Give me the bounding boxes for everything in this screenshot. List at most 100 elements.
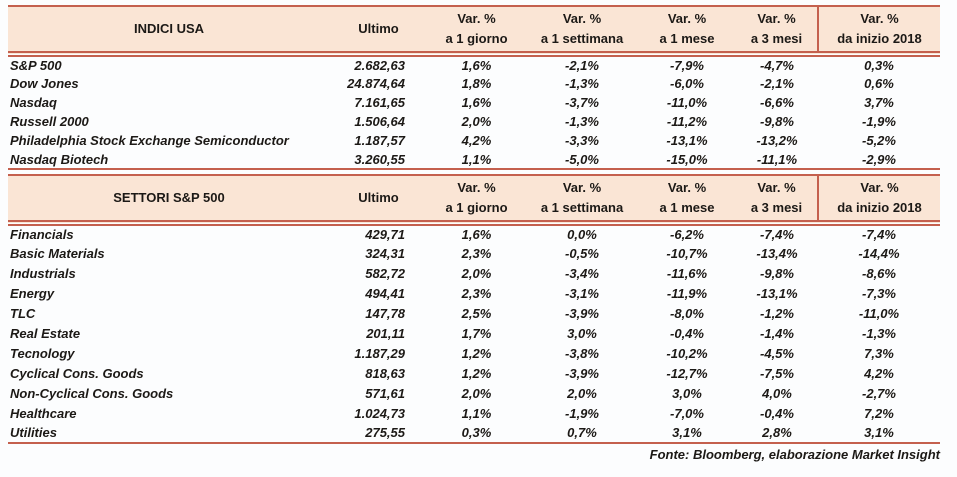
row-name-cell: Industrials <box>10 265 76 281</box>
change-cell: -3,3% <box>565 133 599 148</box>
change-cell: -1,2% <box>760 305 794 321</box>
table-row: Nasdaq Biotech 3.260,55 1,1% -5,0% -15,0% -11… <box>8 150 940 169</box>
column-header-var-da-inizio-2018: Var. % da inizio 2018 <box>818 6 940 57</box>
table-settori-sp500: SETTORI S&P 500 Ultimo Var. % a 1 giorno… <box>8 174 940 444</box>
change-cell: 2,0% <box>461 114 492 129</box>
change-cell: -11,9% <box>666 285 708 301</box>
change-cell: -7,4% <box>760 227 794 242</box>
change-cell: 1,6% <box>461 58 492 73</box>
change-cell: -6,2% <box>670 227 704 242</box>
last-value-cell: 275,55 <box>365 425 405 440</box>
var-label: Var. % <box>860 11 899 26</box>
change-cell: -4,7% <box>760 58 794 73</box>
period-label: a 1 giorno <box>445 31 508 46</box>
change-cell: -7,0% <box>670 405 704 421</box>
change-cell: 1,2% <box>461 365 492 381</box>
change-cell: 0,0% <box>567 227 597 242</box>
change-cell: 2,0% <box>461 265 492 281</box>
var-label: Var. % <box>757 11 796 26</box>
change-cell: 0,3% <box>461 425 492 440</box>
change-cell: -1,3% <box>862 325 896 341</box>
change-cell: -11,2% <box>666 114 708 129</box>
change-cell: -1,4% <box>760 325 794 341</box>
change-cell: 2,0% <box>461 385 492 401</box>
last-value-cell: 582,72 <box>365 265 405 281</box>
period-label: da inizio 2018 <box>837 31 922 46</box>
last-value-cell: 1.506,64 <box>354 114 405 129</box>
change-cell: -9,8% <box>760 265 794 281</box>
change-cell: -15,0% <box>666 151 708 167</box>
row-name-cell: Philadelphia Stock Exchange Semiconducto… <box>10 133 289 148</box>
row-name-cell: Utilities <box>10 425 57 440</box>
table-header: INDICI USA Ultimo Var. % a 1 giorno Var.… <box>8 6 940 57</box>
change-cell: -1,3% <box>565 114 599 129</box>
table-title-settori-sp500: SETTORI S&P 500 <box>8 175 330 226</box>
table-body-settori-sp500: Financials 429,71 1,6% 0,0% -6,2% -7,4% -7,4% B… <box>8 223 940 443</box>
last-value-cell: 818,63 <box>365 365 405 381</box>
row-name-cell: Tecnology <box>10 345 75 361</box>
change-cell: -0,5% <box>565 245 599 261</box>
var-label: Var. % <box>457 180 496 195</box>
table-indici-usa: INDICI USA Ultimo Var. % a 1 giorno Var.… <box>8 5 940 170</box>
column-header-var-1-giorno: Var. % a 1 giorno <box>427 6 526 57</box>
change-cell: -3,4% <box>565 265 599 281</box>
change-cell: 7,3% <box>864 345 894 361</box>
change-cell: 4,2% <box>461 133 492 148</box>
row-name-cell: Healthcare <box>10 405 77 421</box>
last-value-cell: 201,11 <box>366 325 405 341</box>
change-cell: -2,9% <box>862 151 896 167</box>
change-cell: -6,0% <box>670 76 704 91</box>
last-value-cell: 24.874,64 <box>347 76 405 91</box>
change-cell: -8,0% <box>670 305 704 321</box>
var-label: Var. % <box>562 180 602 195</box>
period-label: a 1 giorno <box>445 200 508 215</box>
change-cell: -6,6% <box>760 95 794 110</box>
change-cell: 3,0% <box>672 385 702 401</box>
table-row: Financials 429,71 1,6% 0,0% -6,2% -7,4% -7,4% <box>8 223 940 243</box>
table-row: Real Estate 201,11 1,7% 3,0% -0,4% -1,4% -1,3% <box>8 323 940 343</box>
table-row: Tecnology 1.187,29 1,2% -3,8% -10,2% -4,5% 7,3… <box>8 343 940 363</box>
change-cell: -13,1% <box>666 133 708 148</box>
last-value-cell: 571,61 <box>365 385 405 401</box>
period-label: a 1 mese <box>659 31 715 46</box>
change-cell: -0,4% <box>670 325 704 341</box>
change-cell: 1,6% <box>461 227 492 242</box>
row-name-cell: Cyclical Cons. Goods <box>10 365 144 381</box>
change-cell: 0,7% <box>567 425 597 440</box>
table-row: Industrials 582,72 2,0% -3,4% -11,6% -9,8% -8,… <box>8 263 940 283</box>
change-cell: -13,2% <box>756 133 798 148</box>
change-cell: -10,7% <box>666 245 708 261</box>
change-cell: -10,2% <box>666 345 708 361</box>
change-cell: 2,8% <box>762 425 792 440</box>
var-label: Var. % <box>667 180 707 195</box>
change-cell: -3,1% <box>565 285 599 301</box>
change-cell: 1,1% <box>461 405 492 421</box>
period-label: da inizio 2018 <box>837 200 922 215</box>
change-cell: 1,6% <box>461 95 492 110</box>
table-title-indici-usa: INDICI USA <box>8 6 330 57</box>
change-cell: -0,4% <box>760 405 794 421</box>
change-cell: -12,7% <box>666 365 708 381</box>
row-name-cell: Dow Jones <box>10 76 79 91</box>
table-row: Cyclical Cons. Goods 818,63 1,2% -3,9% -12,7… <box>8 363 940 383</box>
table-body-indici-usa: S&P 500 2.682,63 1,6% -2,1% -7,9% -4,7% 0,3% Do… <box>8 54 940 169</box>
period-label: a 1 settimana <box>540 31 624 46</box>
last-value-cell: 1.187,29 <box>354 345 405 361</box>
change-cell: -7,5% <box>760 365 794 381</box>
column-header-var-1-giorno: Var. % a 1 giorno <box>427 175 526 226</box>
change-cell: -1,9% <box>862 114 896 129</box>
last-value-cell: 3.260,55 <box>354 151 405 167</box>
column-header-var-1-settimana: Var. % a 1 settimana <box>526 6 638 57</box>
change-cell: -14,4% <box>858 245 900 261</box>
change-cell: -8,6% <box>862 265 896 281</box>
table-row: Dow Jones 24.874,64 1,8% -1,3% -6,0% -2,1% 0,6… <box>8 74 940 93</box>
change-cell: 3,1% <box>672 425 702 440</box>
change-cell: 1,2% <box>461 345 492 361</box>
var-label: Var. % <box>457 11 496 26</box>
last-value-cell: 494,41 <box>365 285 405 301</box>
change-cell: -11,0% <box>666 95 708 110</box>
change-cell: -3,9% <box>565 305 599 321</box>
last-value-cell: 1.024,73 <box>354 405 405 421</box>
source-note: Fonte: Bloomberg, elaborazione Market In… <box>649 447 940 462</box>
